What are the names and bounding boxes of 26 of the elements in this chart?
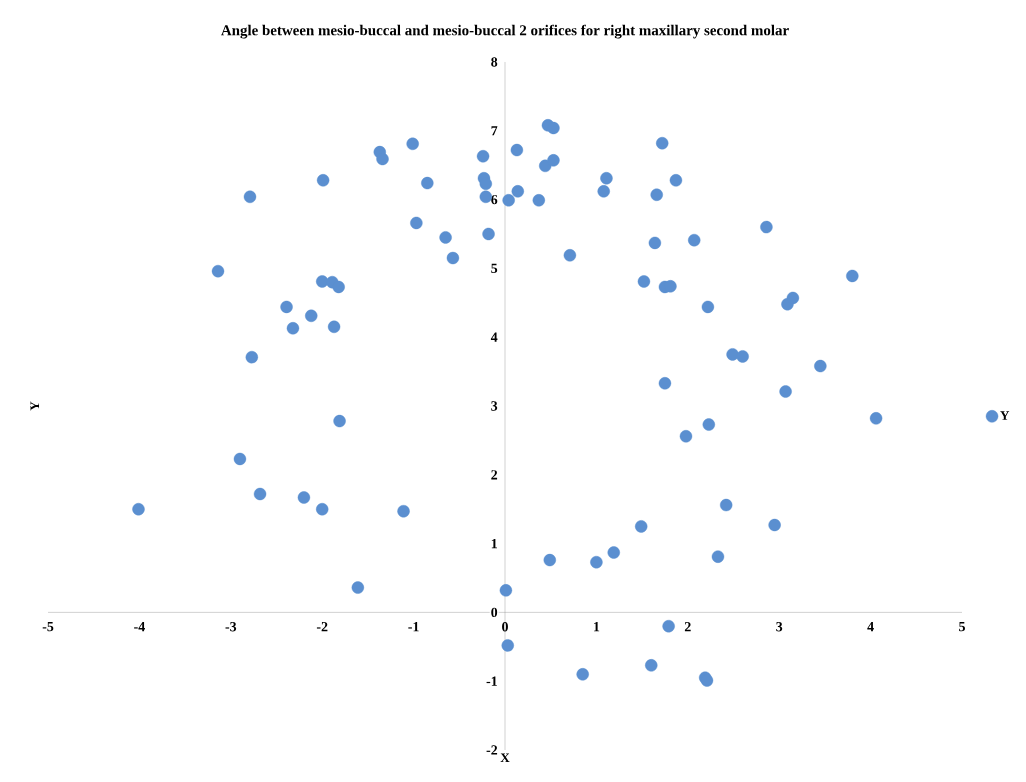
y-tick-label: 4 [490,332,498,342]
y-tick-label: 1 [491,538,497,549]
chart-title: Angle between mesio-buccal and mesio-buccal 2 orifices for right maxillary second molar [221,24,789,39]
x-tick-label: -2 [316,622,328,632]
legend-label: Y [1000,411,1010,420]
x-tick-label: 4 [867,622,874,632]
y-tick-label: 5 [491,263,498,274]
x-tick-label: -4 [134,622,145,632]
x-tick-label: 5 [959,622,965,632]
y-tick-label: 2 [491,470,498,480]
x-tick-label: -5 [42,622,54,632]
y-tick-label: 7 [491,126,498,136]
y-tick-label: -1 [486,676,497,686]
x-tick-label: 3 [776,622,783,632]
x-axis-title: X [500,753,510,762]
y-tick-label: 8 [491,57,498,67]
y-tick-label: 6 [491,194,498,205]
y-tick-label: -2 [486,745,498,755]
y-tick-label: 3 [491,401,498,411]
y-tick-label: 0 [491,607,498,618]
x-tick-label: -3 [225,622,237,632]
x-tick-label: 2 [684,622,691,632]
x-tick-label: -1 [408,622,419,632]
x-tick-label: 0 [502,622,508,632]
y-axis-title: Y [30,401,40,411]
x-tick-label: 1 [594,622,600,632]
